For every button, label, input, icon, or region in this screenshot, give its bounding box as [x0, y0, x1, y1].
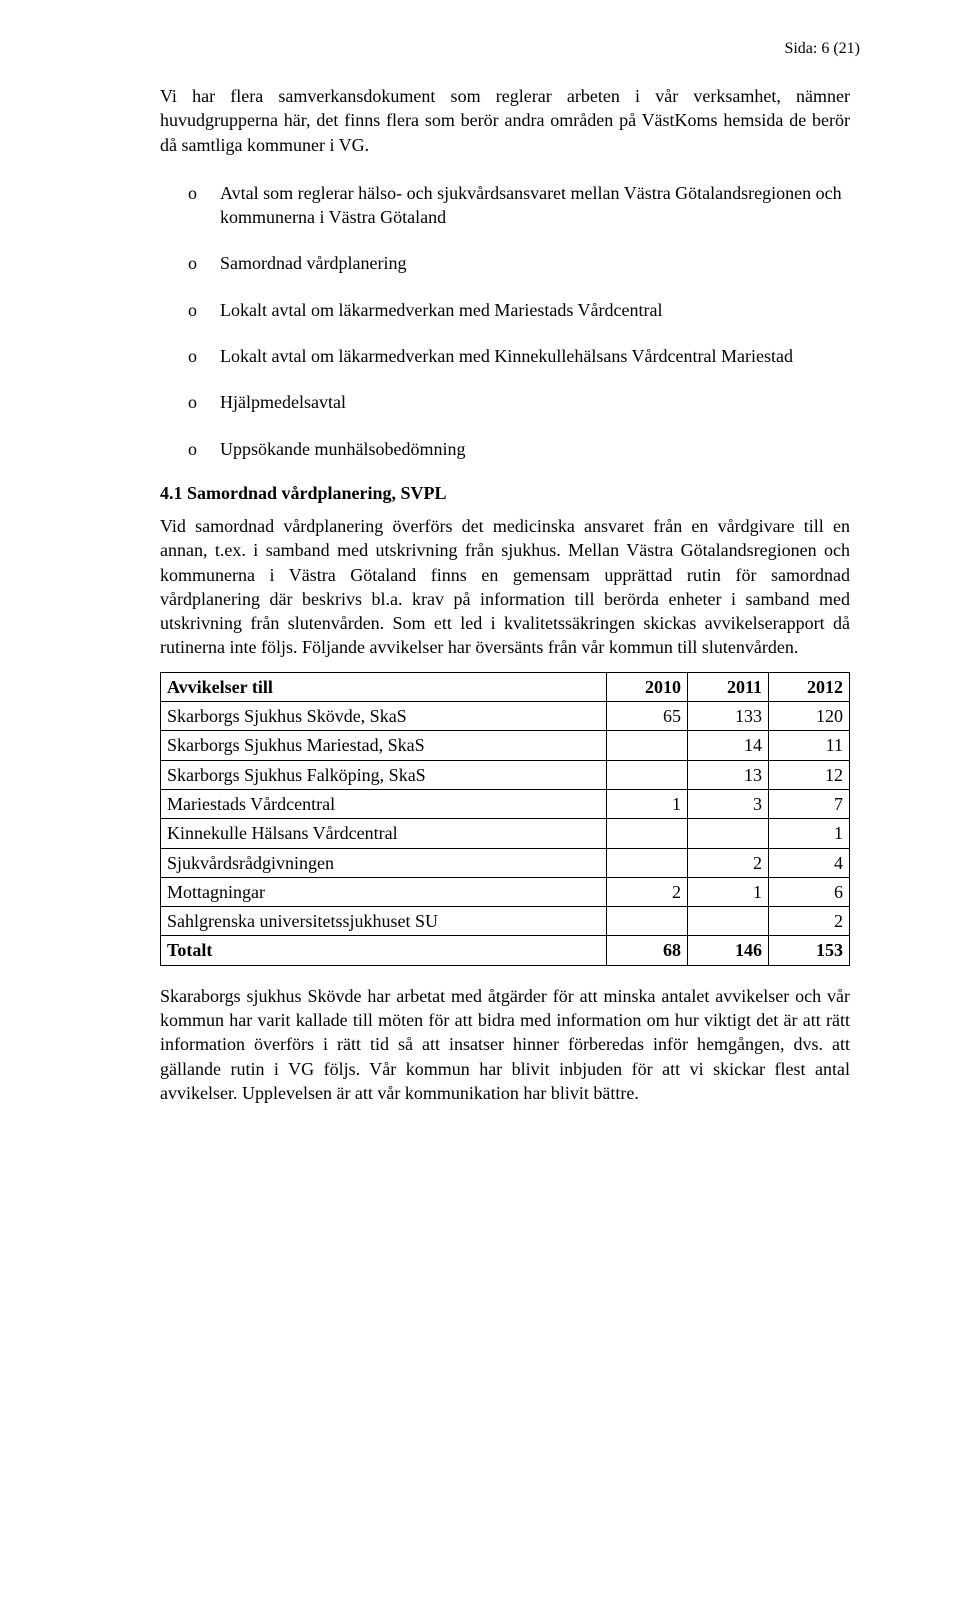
table-cell: 1: [688, 877, 769, 906]
list-item: o Lokalt avtal om läkarmedverkan med Mar…: [160, 298, 850, 322]
table-cell: Kinnekulle Hälsans Vårdcentral: [161, 819, 607, 848]
table-cell: 146: [688, 936, 769, 965]
table-row: Kinnekulle Hälsans Vårdcentral 1: [161, 819, 850, 848]
table-col-header: 2010: [607, 672, 688, 701]
list-item-text: Avtal som reglerar hälso- och sjukvårdsa…: [220, 183, 842, 227]
section-body: Vid samordnad vårdplanering överförs det…: [160, 514, 850, 660]
table-cell: 6: [769, 877, 850, 906]
table-row: Skarborgs Sjukhus Mariestad, SkaS 14 11: [161, 731, 850, 760]
table-cell: [607, 731, 688, 760]
table-row: Mottagningar 2 1 6: [161, 877, 850, 906]
table-cell: 1: [769, 819, 850, 848]
table-cell: 1: [607, 789, 688, 818]
page-number: Sida: 6 (21): [784, 40, 860, 58]
table-cell: 153: [769, 936, 850, 965]
table-cell: 11: [769, 731, 850, 760]
table-cell: 12: [769, 760, 850, 789]
table-total-row: Totalt 68 146 153: [161, 936, 850, 965]
intro-paragraph: Vi har flera samverkansdokument som regl…: [160, 84, 850, 157]
table-col-header: 2011: [688, 672, 769, 701]
list-item-text: Samordnad vårdplanering: [220, 253, 406, 273]
table-cell: 4: [769, 848, 850, 877]
table-cell: [688, 819, 769, 848]
table-row: Sjukvårdsrådgivningen 2 4: [161, 848, 850, 877]
table-cell: 120: [769, 702, 850, 731]
list-item-text: Uppsökande munhälsobedömning: [220, 439, 465, 459]
table-cell: Sjukvårdsrådgivningen: [161, 848, 607, 877]
table-col-header: 2012: [769, 672, 850, 701]
table-cell: 2: [688, 848, 769, 877]
table-row: Sahlgrenska universitetssjukhuset SU 2: [161, 907, 850, 936]
list-item: o Samordnad vårdplanering: [160, 251, 850, 275]
table-cell: Mariestads Vårdcentral: [161, 789, 607, 818]
table-row: Skarborgs Sjukhus Skövde, SkaS 65 133 12…: [161, 702, 850, 731]
document-page: Sida: 6 (21) Vi har flera samverkansdoku…: [0, 0, 960, 1607]
table-cell: [607, 760, 688, 789]
table-row: Mariestads Vårdcentral 1 3 7: [161, 789, 850, 818]
table-cell: 7: [769, 789, 850, 818]
table-cell: [607, 907, 688, 936]
table-cell: 14: [688, 731, 769, 760]
table-cell: 3: [688, 789, 769, 818]
bullet-list: o Avtal som reglerar hälso- och sjukvård…: [160, 181, 850, 461]
list-item: o Uppsökande munhälsobedömning: [160, 437, 850, 461]
bullet-icon: o: [188, 437, 197, 461]
table-cell: Sahlgrenska universitetssjukhuset SU: [161, 907, 607, 936]
table-cell: [607, 848, 688, 877]
list-item: o Hjälpmedelsavtal: [160, 390, 850, 414]
table-cell: Totalt: [161, 936, 607, 965]
list-item-text: Lokalt avtal om läkarmedverkan med Marie…: [220, 300, 663, 320]
table-cell: Skarborgs Sjukhus Mariestad, SkaS: [161, 731, 607, 760]
list-item: o Lokalt avtal om läkarmedverkan med Kin…: [160, 344, 850, 368]
table-cell: Skarborgs Sjukhus Falköping, SkaS: [161, 760, 607, 789]
table-cell: Skarborgs Sjukhus Skövde, SkaS: [161, 702, 607, 731]
table-cell: [607, 819, 688, 848]
deviations-table: Avvikelser till 2010 2011 2012 Skarborgs…: [160, 672, 850, 966]
table-cell: 65: [607, 702, 688, 731]
table-cell: 133: [688, 702, 769, 731]
bullet-icon: o: [188, 251, 197, 275]
section-heading: 4.1 Samordnad vårdplanering, SVPL: [160, 483, 850, 504]
list-item: o Avtal som reglerar hälso- och sjukvård…: [160, 181, 850, 230]
table-cell: 2: [769, 907, 850, 936]
table-cell: 68: [607, 936, 688, 965]
table-cell: 13: [688, 760, 769, 789]
list-item-text: Hjälpmedelsavtal: [220, 392, 346, 412]
bullet-icon: o: [188, 344, 197, 368]
table-row: Skarborgs Sjukhus Falköping, SkaS 13 12: [161, 760, 850, 789]
table-cell: Mottagningar: [161, 877, 607, 906]
list-item-text: Lokalt avtal om läkarmedverkan med Kinne…: [220, 346, 793, 366]
table-cell: [688, 907, 769, 936]
bullet-icon: o: [188, 181, 197, 205]
bullet-icon: o: [188, 390, 197, 414]
table-col-header: Avvikelser till: [161, 672, 607, 701]
table-header-row: Avvikelser till 2010 2011 2012: [161, 672, 850, 701]
closing-paragraph: Skaraborgs sjukhus Skövde har arbetat me…: [160, 984, 850, 1105]
bullet-icon: o: [188, 298, 197, 322]
table-cell: 2: [607, 877, 688, 906]
